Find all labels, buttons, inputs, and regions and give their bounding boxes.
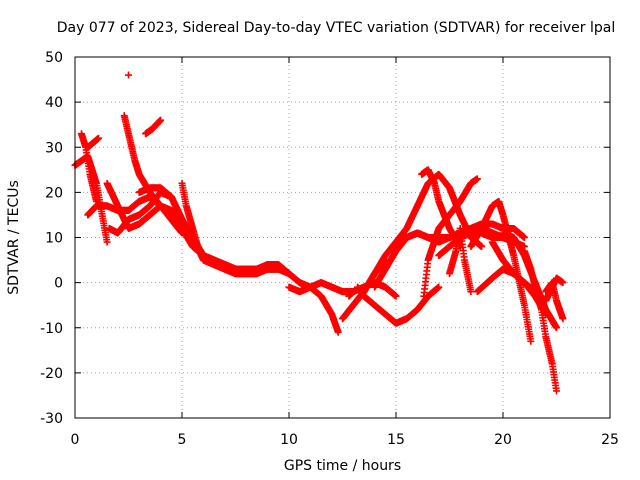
x-tick-label: 10 [280, 432, 298, 448]
y-tick-label: -30 [40, 411, 63, 427]
y-tick-label: 20 [45, 185, 63, 201]
series-sat-h [142, 116, 165, 138]
series-sat-w [446, 224, 475, 296]
y-tick-label: 50 [45, 50, 63, 66]
y-tick-label: -10 [40, 321, 63, 337]
series-sat-m [296, 279, 342, 336]
data-point [125, 71, 132, 79]
x-tick-label: 20 [494, 432, 512, 448]
plot-frame [74, 56, 611, 419]
axis-ticks: 0 5 10 15 20 25 -30 -20 -10 0 10 20 30 40 50 [40, 50, 619, 448]
data-point [527, 337, 535, 345]
series-sat-k [125, 71, 132, 79]
data-point [473, 175, 481, 183]
data-point [478, 243, 486, 251]
data-point [435, 283, 443, 291]
y-tick-label: 40 [45, 95, 63, 111]
x-tick-label: 15 [387, 432, 405, 448]
series-sat-t [418, 166, 464, 251]
data-point [467, 288, 475, 296]
x-tick-label: 25 [601, 432, 619, 448]
y-tick-label: 10 [45, 231, 63, 247]
data-point [559, 315, 567, 323]
series-sat-p [353, 283, 443, 327]
y-tick-label: 0 [54, 276, 63, 292]
data-points [71, 71, 567, 395]
data-point [178, 229, 186, 237]
chart-title: Day 077 of 2023, Sidereal Day-to-day VTE… [57, 20, 615, 36]
y-axis-label: SDTVAR / TECUs [6, 180, 22, 295]
series-sat-ab [520, 247, 560, 395]
series-sat-ac [542, 279, 567, 323]
data-point [95, 134, 103, 142]
data-point [334, 328, 342, 336]
series-sat-b [77, 130, 100, 205]
grid [75, 57, 610, 418]
data-point [553, 387, 560, 395]
data-point [553, 324, 560, 332]
y-tick-label: -20 [40, 366, 63, 382]
series-sat-c [84, 134, 103, 151]
data-point [157, 116, 165, 124]
y-tick-label: 30 [45, 140, 63, 156]
series-sat-x [467, 197, 535, 345]
data-point [520, 234, 528, 241]
x-tick-label: 0 [71, 432, 80, 448]
data-point [559, 279, 567, 287]
x-axis-label: GPS time / hours [284, 458, 401, 474]
data-point [392, 292, 400, 300]
series-sat-u [420, 175, 481, 300]
x-tick-label: 5 [178, 432, 187, 448]
data-point [103, 238, 111, 246]
series-sat-j [178, 179, 304, 287]
series-sat-g [120, 112, 186, 237]
